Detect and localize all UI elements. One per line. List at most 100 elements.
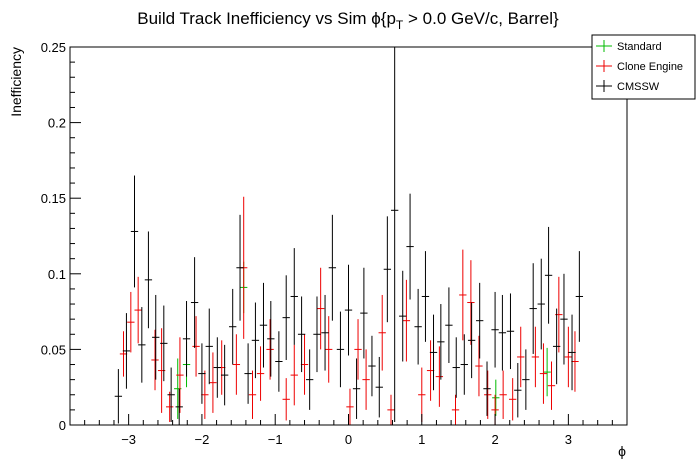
data-point-cmssw bbox=[445, 287, 453, 364]
data-point-clone-engine bbox=[290, 344, 298, 406]
legend-entry-cmssw: CMSSW bbox=[596, 80, 660, 93]
data-point-cmssw bbox=[560, 273, 568, 365]
data-point-clone-engine bbox=[475, 335, 483, 397]
data-point-cmssw bbox=[506, 293, 515, 370]
data-point-clone-engine bbox=[151, 329, 159, 391]
data-point-clone-engine bbox=[362, 349, 370, 410]
x-tick-label: 1 bbox=[418, 432, 425, 447]
data-point-cmssw bbox=[220, 344, 229, 406]
series-cmssw bbox=[114, 47, 584, 425]
legend-label-clone-engine: Clone Engine bbox=[617, 61, 683, 73]
data-point-cmssw bbox=[336, 311, 345, 388]
data-point-clone-engine bbox=[266, 319, 274, 380]
y-axis-label: Inefficiency bbox=[8, 47, 24, 117]
data-point-clone-engine bbox=[232, 334, 241, 395]
data-point-cmssw bbox=[352, 358, 361, 419]
data-point-clone-engine bbox=[209, 352, 217, 413]
x-tick-label: 0 bbox=[345, 432, 352, 447]
data-point-cmssw bbox=[138, 307, 146, 383]
chart-title: Build Track Inefficiency vs Sim ϕ{pT > 0… bbox=[137, 9, 559, 32]
data-point-cmssw bbox=[437, 304, 445, 380]
x-tick-label: −3 bbox=[121, 432, 136, 447]
data-point-cmssw bbox=[360, 267, 368, 359]
data-point-clone-engine bbox=[467, 260, 475, 345]
data-point-clone-engine bbox=[134, 276, 142, 344]
x-axis-label: ϕ bbox=[618, 443, 626, 459]
data-point-cmssw bbox=[568, 314, 576, 391]
legend-entry-standard: Standard bbox=[596, 40, 662, 53]
data-point-clone-engine bbox=[127, 291, 135, 353]
data-point-cmssw bbox=[460, 334, 468, 395]
data-point-cmssw bbox=[467, 302, 476, 379]
data-point-cmssw bbox=[259, 282, 268, 368]
legend: Standard Clone Engine CMSSW bbox=[591, 34, 696, 100]
data-point-cmssw bbox=[122, 313, 131, 389]
data-point-cmssw bbox=[483, 361, 491, 416]
data-point-cmssw bbox=[290, 248, 298, 345]
y-tick-label: 0.15 bbox=[41, 191, 66, 206]
data-point-clone-engine bbox=[435, 346, 444, 407]
data-point-cmssw bbox=[321, 294, 329, 371]
chart-title-subscript: T bbox=[396, 18, 404, 32]
data-point-clone-engine bbox=[402, 279, 411, 362]
data-point-cmssw bbox=[476, 282, 484, 359]
data-point-cmssw bbox=[190, 257, 199, 348]
data-point-cmssw bbox=[305, 349, 314, 410]
data-point-cmssw bbox=[328, 214, 337, 321]
y-tick-label: 0.05 bbox=[41, 342, 66, 357]
x-tick-label: 2 bbox=[491, 432, 498, 447]
data-point-cmssw bbox=[491, 291, 499, 368]
data-point-clone-engine bbox=[325, 316, 333, 383]
data-point-cmssw bbox=[399, 270, 407, 362]
data-point-clone-engine bbox=[346, 388, 354, 425]
data-point-clone-engine bbox=[316, 267, 325, 350]
data-point-clone-engine bbox=[517, 326, 525, 388]
data-point-cmssw bbox=[537, 258, 545, 350]
data-point-cmssw bbox=[375, 356, 383, 418]
data-point-cmssw bbox=[244, 343, 252, 404]
data-point-clone-engine bbox=[166, 391, 174, 422]
data-point-clone-engine bbox=[451, 394, 460, 425]
data-point-cmssw bbox=[167, 367, 175, 422]
data-point-clone-engine bbox=[378, 294, 386, 371]
chart-title-tail: > 0.0 GeV/c, Barrel} bbox=[403, 9, 559, 28]
data-point-cmssw bbox=[552, 308, 561, 385]
data-point-cmssw bbox=[175, 388, 183, 425]
data-point-clone-engine bbox=[418, 367, 426, 422]
data-point-cmssw bbox=[144, 231, 153, 329]
y-tick-label: 0 bbox=[59, 418, 66, 433]
x-tick-label: 3 bbox=[565, 432, 572, 447]
y-tick-label: 0.1 bbox=[48, 267, 66, 282]
data-point-cmssw bbox=[198, 343, 206, 404]
data-point-cmssw bbox=[213, 337, 221, 398]
data-point-cmssw bbox=[282, 275, 290, 360]
data-point-clone-engine bbox=[509, 378, 517, 421]
data-point-cmssw bbox=[160, 305, 168, 382]
axes: −3 −2 −1 0 1 2 3 0 0.05 0.1 0.15 0.2 0.25 bbox=[41, 40, 628, 447]
data-point-clone-engine bbox=[282, 378, 290, 421]
series-clone-engine bbox=[119, 196, 579, 425]
data-point-cmssw bbox=[544, 226, 553, 324]
data-point-clone-engine bbox=[176, 337, 184, 413]
data-point-cmssw bbox=[575, 251, 584, 342]
data-point-cmssw bbox=[297, 296, 306, 373]
data-point-clone-engine bbox=[256, 346, 265, 401]
data-point-cmssw bbox=[522, 349, 530, 410]
data-point-cmssw bbox=[205, 308, 213, 385]
data-point-clone-engine bbox=[387, 394, 395, 425]
data-point-cmssw bbox=[236, 214, 244, 321]
data-point-cmssw bbox=[406, 193, 414, 300]
data-point-cmssw bbox=[498, 294, 507, 371]
data-point-clone-engine bbox=[564, 326, 573, 388]
data-point-cmssw bbox=[251, 302, 260, 379]
data-point-clone-engine bbox=[531, 326, 540, 388]
y-tick-label: 0.25 bbox=[41, 40, 66, 55]
data-point-cmssw bbox=[182, 301, 191, 377]
data-point-clone-engine bbox=[547, 361, 556, 410]
data-point-cmssw bbox=[452, 337, 460, 398]
data-point-cmssw bbox=[313, 296, 321, 373]
data-point-cmssw bbox=[514, 363, 522, 418]
data-point-clone-engine bbox=[248, 370, 257, 419]
data-point-cmssw bbox=[414, 288, 422, 365]
